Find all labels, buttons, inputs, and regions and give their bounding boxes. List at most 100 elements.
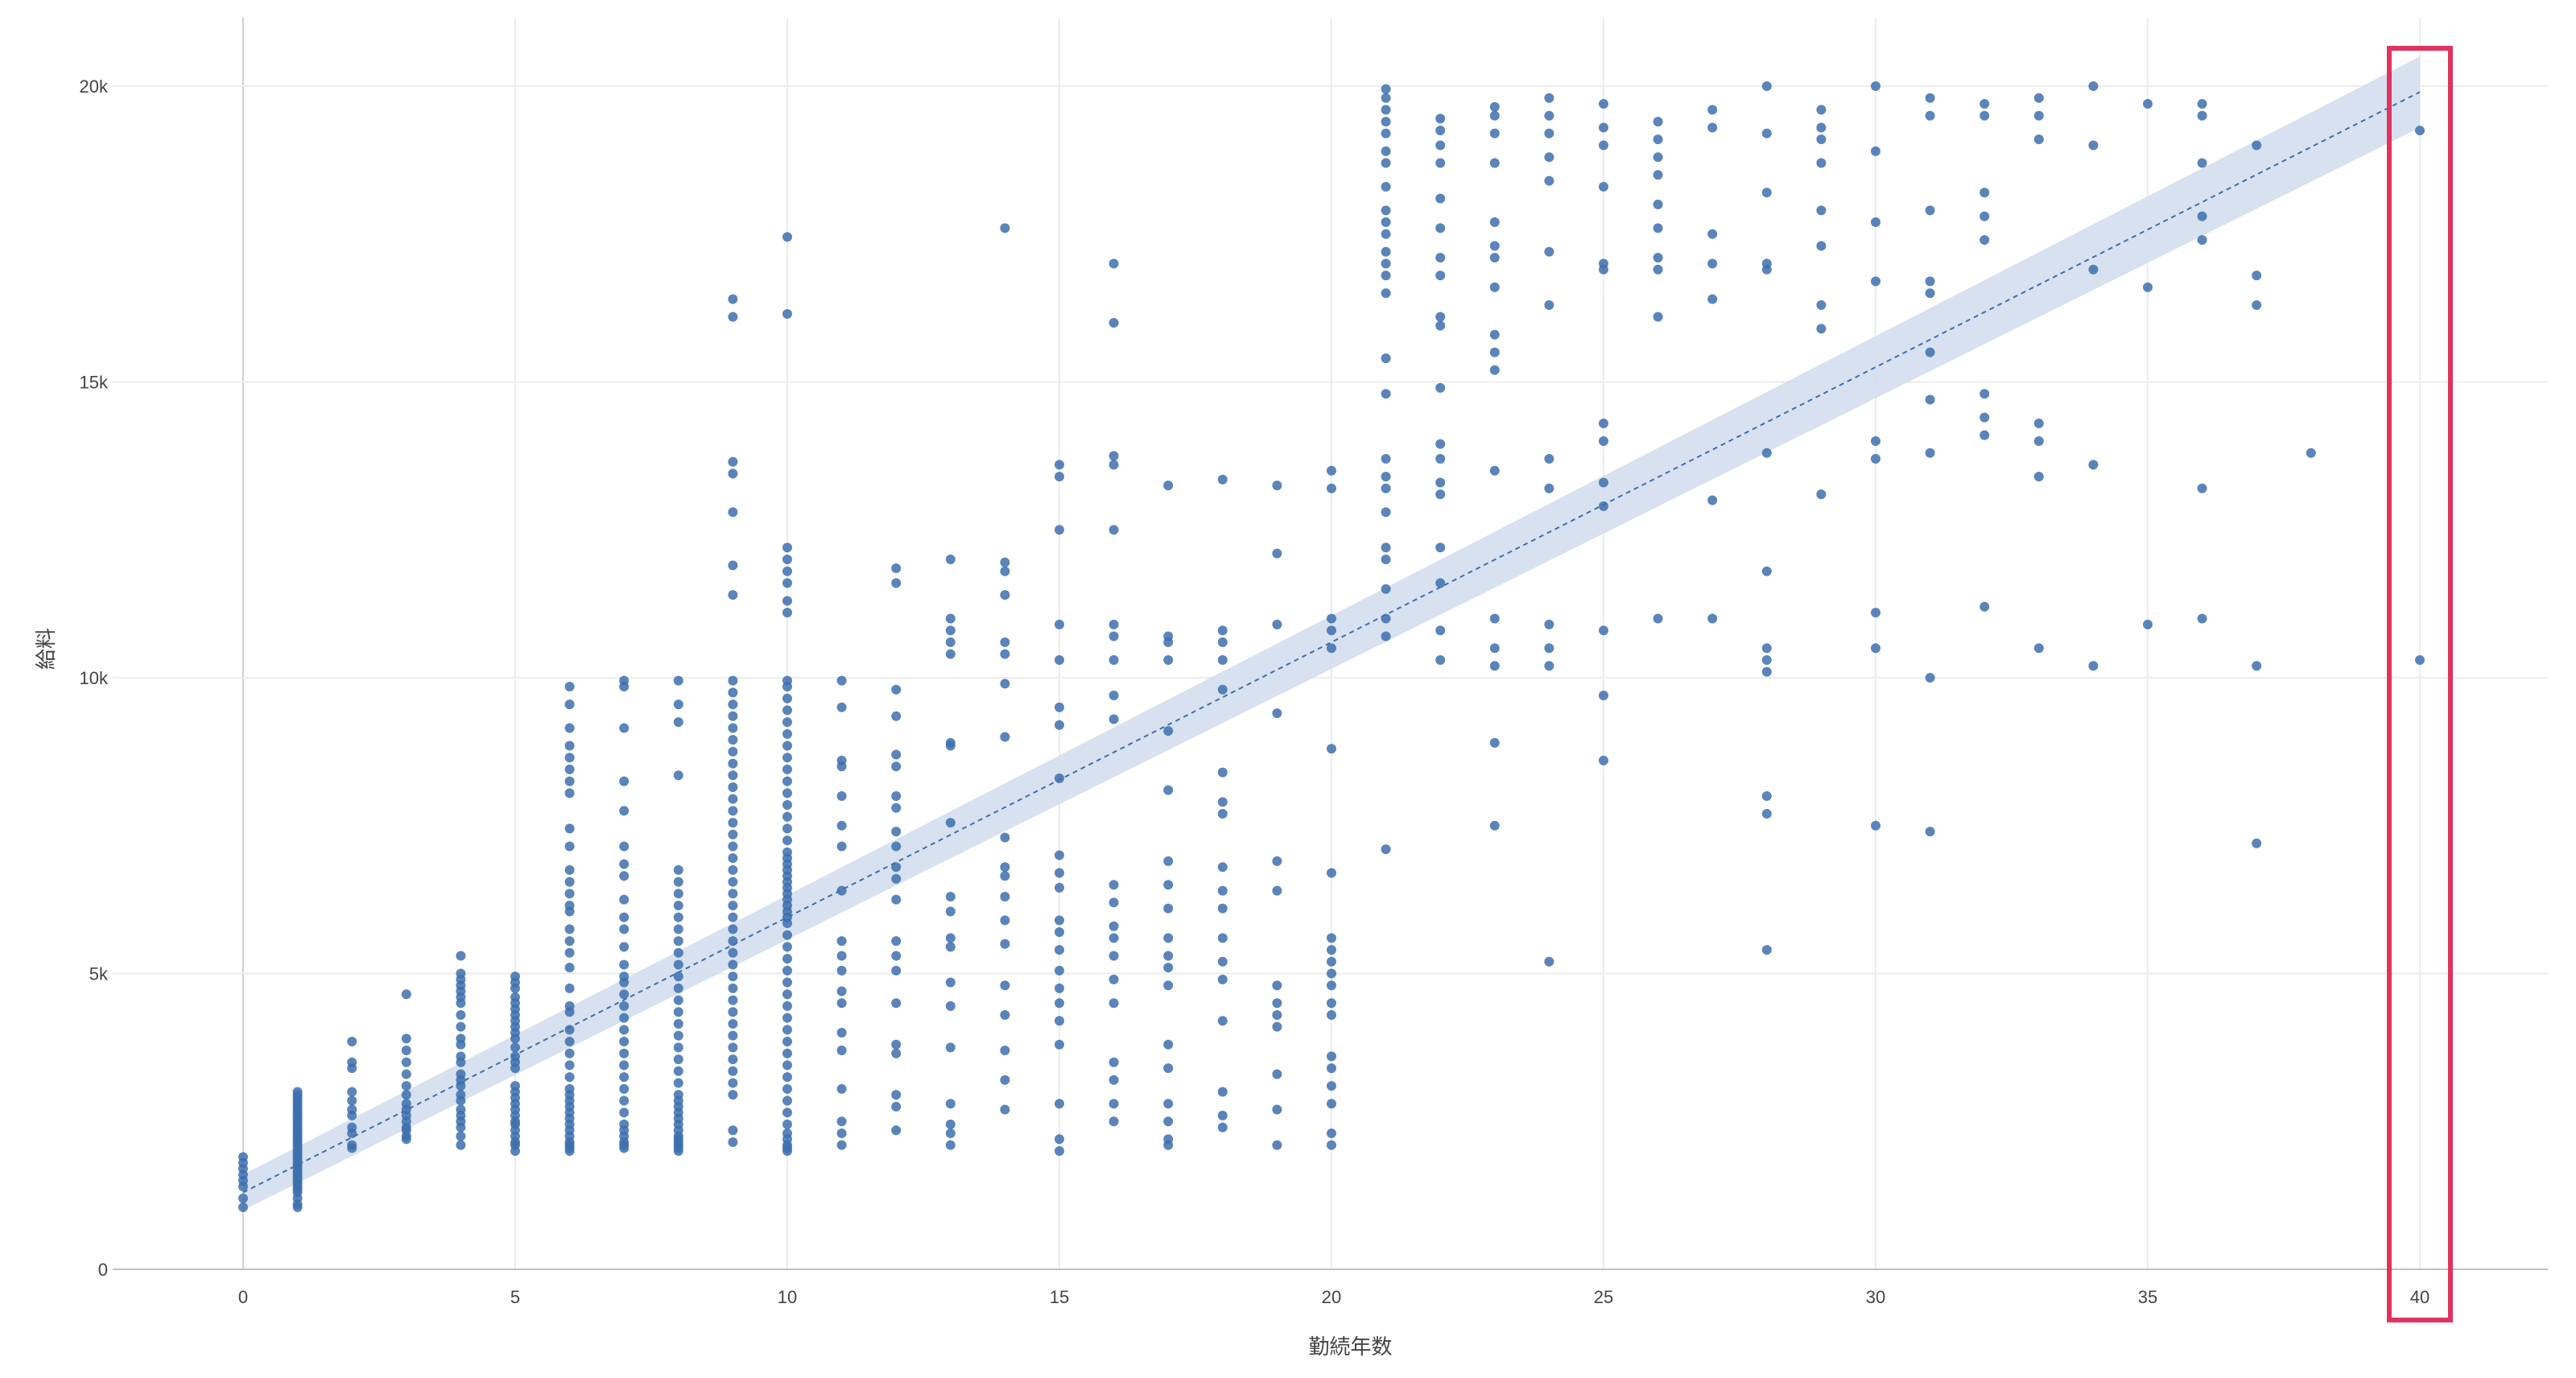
data-point	[891, 684, 902, 695]
data-point	[510, 1034, 520, 1044]
data-point	[2033, 418, 2044, 428]
data-point	[1761, 81, 1772, 91]
data-point	[1925, 827, 1935, 837]
data-point	[945, 818, 956, 828]
data-point	[728, 1066, 738, 1076]
data-point	[1163, 880, 1174, 890]
data-point	[673, 675, 683, 686]
data-point	[564, 983, 575, 993]
x-tick-label: 10	[778, 1287, 797, 1307]
data-point	[673, 889, 683, 899]
data-point	[1163, 951, 1174, 961]
data-point	[782, 900, 792, 910]
data-point	[673, 959, 683, 970]
data-point	[1489, 737, 1500, 748]
data-point	[619, 912, 630, 922]
data-point	[619, 1140, 630, 1150]
data-point	[1327, 945, 1336, 955]
data-point	[728, 311, 738, 322]
data-point	[1327, 868, 1336, 878]
data-point	[1000, 915, 1010, 926]
data-point	[1816, 158, 1827, 168]
data-point	[1707, 122, 1718, 133]
data-point	[728, 947, 738, 958]
data-point	[2088, 81, 2099, 91]
data-point	[1272, 998, 1282, 1009]
data-point	[782, 578, 792, 588]
data-point	[2197, 613, 2207, 624]
data-point	[728, 294, 738, 304]
data-point	[1435, 126, 1446, 136]
data-point	[1217, 903, 1228, 914]
data-point	[891, 894, 902, 905]
data-point	[1217, 625, 1228, 636]
data-point	[1163, 637, 1174, 647]
data-point	[1707, 613, 1718, 624]
data-point	[564, 936, 575, 947]
data-point	[1653, 264, 1663, 274]
data-point	[782, 823, 792, 834]
data-point	[1979, 389, 1990, 399]
data-point	[1761, 566, 1772, 576]
data-point	[1108, 921, 1119, 931]
data-point	[1327, 998, 1336, 1009]
data-point	[782, 764, 792, 774]
data-point	[836, 1140, 847, 1150]
data-point	[1108, 451, 1119, 461]
data-point	[728, 972, 738, 982]
data-point	[1381, 543, 1391, 553]
data-point	[456, 1095, 466, 1106]
data-point	[945, 977, 956, 988]
data-point	[1327, 1051, 1336, 1062]
data-point	[728, 983, 738, 993]
data-point	[1599, 755, 1608, 765]
data-point	[1489, 282, 1500, 292]
data-point	[728, 1030, 738, 1041]
data-point	[945, 555, 956, 564]
data-point	[1055, 702, 1064, 712]
data-point	[619, 1095, 630, 1106]
data-point	[401, 1046, 411, 1056]
data-point	[1761, 128, 1772, 138]
data-point	[347, 1143, 357, 1153]
data-point	[782, 232, 792, 242]
data-point	[1979, 110, 1990, 121]
data-point	[1055, 720, 1064, 730]
data-point	[1055, 882, 1064, 893]
data-point	[673, 770, 683, 781]
data-point	[1381, 258, 1391, 269]
data-point	[1000, 891, 1010, 901]
data-point	[1871, 217, 1880, 228]
data-point	[728, 560, 738, 571]
data-point	[728, 1090, 738, 1100]
data-point	[1599, 140, 1608, 151]
data-point	[782, 1037, 792, 1047]
data-point	[891, 711, 902, 721]
data-point	[1108, 318, 1119, 328]
data-point	[891, 563, 902, 574]
data-point	[1381, 117, 1391, 127]
data-point	[1761, 448, 1772, 458]
data-point	[564, 906, 575, 917]
data-point	[1381, 128, 1391, 138]
data-point	[2143, 99, 2153, 109]
data-point	[945, 1042, 956, 1053]
data-point	[619, 1037, 630, 1047]
data-point	[891, 1101, 902, 1112]
data-point	[2252, 270, 2262, 281]
data-point	[1108, 1057, 1119, 1067]
data-point	[1000, 679, 1010, 689]
data-point	[1925, 347, 1935, 357]
data-point	[1217, 684, 1228, 695]
data-point	[619, 1025, 630, 1035]
data-point	[564, 1146, 575, 1156]
data-point	[1381, 472, 1391, 482]
data-point	[1327, 744, 1336, 754]
data-point	[1435, 477, 1446, 488]
data-points	[238, 81, 2425, 1212]
data-point	[1653, 152, 1663, 163]
data-point	[1272, 856, 1282, 866]
data-point	[1761, 945, 1772, 955]
data-point	[1108, 619, 1119, 629]
data-point	[564, 947, 575, 958]
